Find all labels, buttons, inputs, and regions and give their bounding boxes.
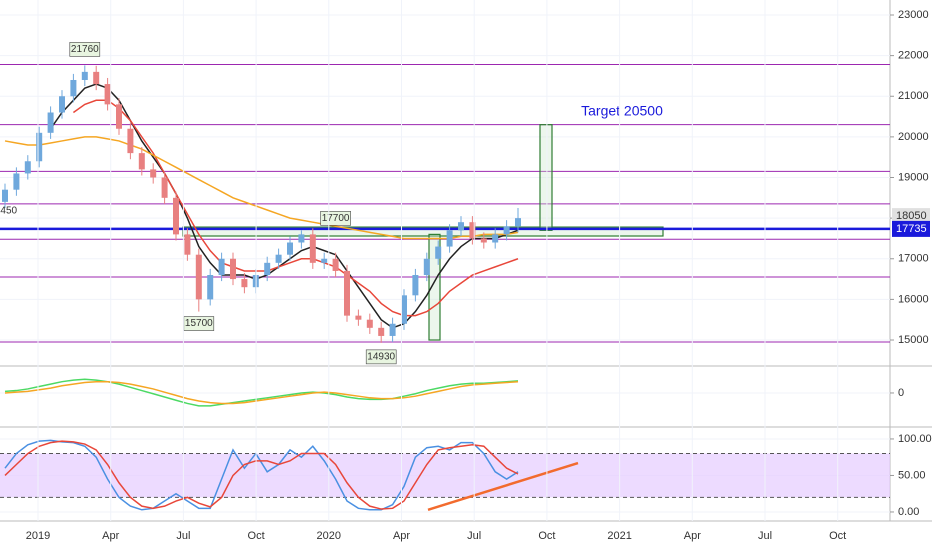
y-tick-label: 0.00 <box>898 506 919 518</box>
candle-body <box>218 258 225 276</box>
candle-body <box>93 71 100 85</box>
annotation: Target 20500 <box>581 103 663 119</box>
candle-body <box>366 319 373 328</box>
y-tick-label: 0 <box>898 387 904 399</box>
candle-body <box>70 79 77 97</box>
candle-body <box>184 234 191 255</box>
price-tag-label: 17735 <box>896 223 927 235</box>
candle-body <box>480 238 487 243</box>
x-tick-label: 2021 <box>607 530 631 542</box>
price-tag <box>892 220 930 237</box>
candle-body <box>446 230 453 247</box>
y-tick-label: 19000 <box>898 171 929 183</box>
candle-body <box>24 161 31 174</box>
x-tick-label: 2019 <box>26 530 50 542</box>
annotation: 17700 <box>322 213 350 224</box>
annotation: 15700 <box>185 318 213 329</box>
y-tick-label: 23000 <box>898 9 929 21</box>
candle-body <box>104 84 111 105</box>
series-line <box>49 83 519 329</box>
candle-body <box>13 173 20 190</box>
candle-body <box>412 275 419 296</box>
candle-body <box>469 222 476 239</box>
x-tick-label: Oct <box>248 530 265 542</box>
y-tick-label: 100.00 <box>898 433 932 445</box>
candle-body <box>275 254 282 263</box>
zone-box <box>539 124 553 231</box>
candle-body <box>150 169 157 178</box>
candle-body <box>81 71 88 80</box>
y-tick-label: 17000 <box>898 253 929 265</box>
annotation-box <box>365 349 397 365</box>
x-tick-label: Jul <box>758 530 772 542</box>
band <box>0 453 890 498</box>
candle-body <box>195 254 202 300</box>
candle-body <box>173 197 179 235</box>
candle-body <box>355 315 362 320</box>
y-tick-label: 21000 <box>898 90 929 102</box>
candle-body <box>138 153 145 170</box>
price-tag-label: 18050 <box>896 210 927 222</box>
candle-body <box>127 128 134 154</box>
candle-body <box>36 132 43 162</box>
y-tick-label: 16000 <box>898 293 929 305</box>
annotation-box <box>69 42 101 57</box>
candle-body <box>241 279 248 288</box>
series-line <box>4 378 519 407</box>
y-tick-label: 20000 <box>898 131 929 143</box>
series-line <box>4 136 519 240</box>
zone-box <box>428 233 441 341</box>
annotation: 21760 <box>71 44 99 55</box>
candle-body <box>458 222 464 231</box>
y-tick-label: 22000 <box>898 50 929 62</box>
annotation: 14930 <box>367 351 395 362</box>
candle-body <box>344 270 350 316</box>
candle-body <box>332 258 339 271</box>
candle-body <box>321 258 328 263</box>
candle-body <box>423 258 430 276</box>
x-tick-label: 2020 <box>317 530 341 542</box>
candle-body <box>230 258 236 280</box>
candle-body <box>2 189 8 202</box>
x-tick-label: Jul <box>467 530 481 542</box>
candle-body <box>309 234 316 263</box>
x-tick-label: Apr <box>102 530 119 542</box>
candle-body <box>515 218 521 227</box>
trendline <box>427 461 579 511</box>
candle-body <box>287 242 293 255</box>
candle-body <box>435 246 442 259</box>
candle-body <box>389 323 396 336</box>
x-tick-label: Oct <box>538 530 555 542</box>
x-tick-label: Oct <box>829 530 846 542</box>
x-tick-label: Apr <box>684 530 701 542</box>
candle-body <box>503 226 510 235</box>
candle-body <box>59 96 65 113</box>
x-tick-label: Apr <box>393 530 410 542</box>
y-tick-label: 15000 <box>898 334 929 346</box>
price-tag <box>892 208 930 225</box>
candle-body <box>161 177 168 198</box>
series-line <box>4 439 519 511</box>
candle-body <box>378 327 385 336</box>
annotation-box <box>320 211 351 226</box>
candle-body <box>47 112 54 133</box>
series-line <box>4 440 519 510</box>
candle-body <box>116 104 122 129</box>
candle-body <box>298 234 305 243</box>
annotation: 1450 <box>0 206 18 217</box>
candle-body <box>207 275 214 300</box>
x-tick-label: Jul <box>176 530 190 542</box>
candle-body <box>492 234 499 243</box>
series-line <box>72 99 519 317</box>
series-line <box>4 380 519 405</box>
candle-body <box>264 262 271 276</box>
y-tick-label: 50.00 <box>898 469 926 481</box>
candle-body <box>401 295 407 324</box>
